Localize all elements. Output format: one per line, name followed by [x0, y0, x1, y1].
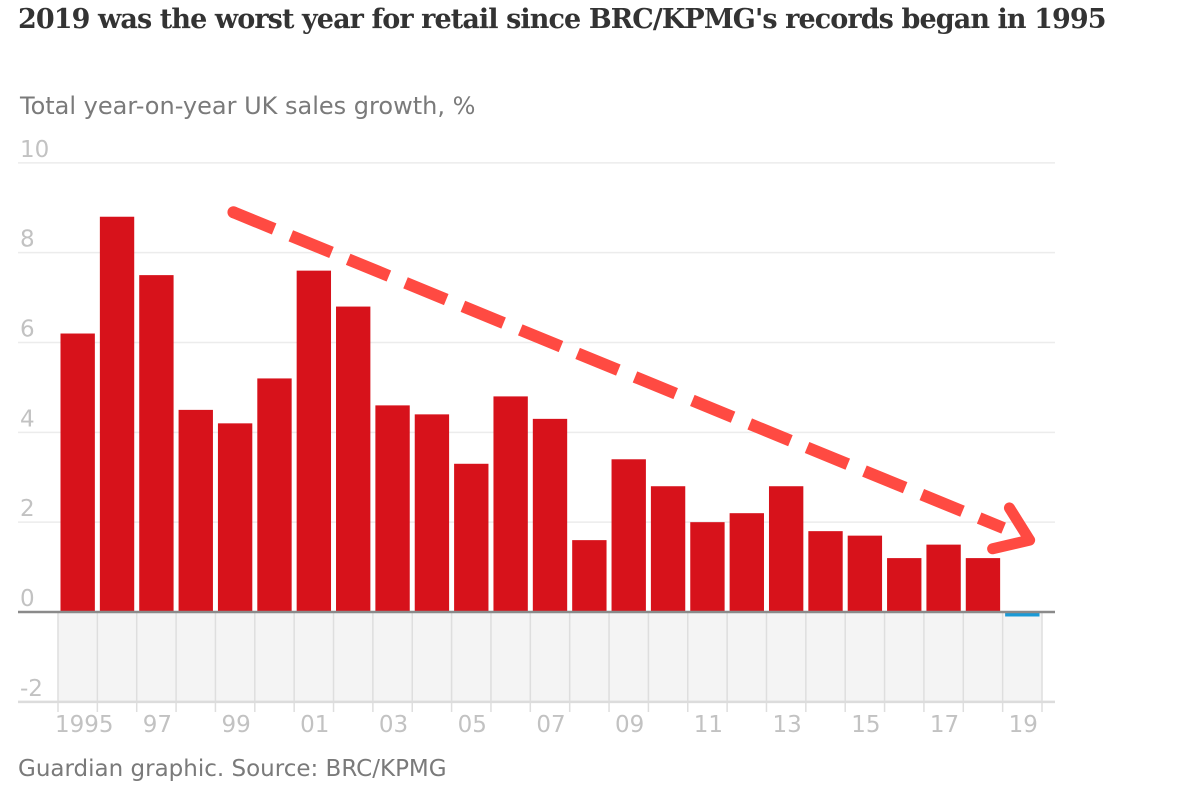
bar-1998: [178, 409, 213, 612]
trend-arrow-head: [987, 502, 1036, 555]
bar-2005: [454, 463, 489, 612]
bar-1996: [99, 216, 135, 612]
y-tick-label: 6: [20, 317, 35, 343]
bar-1997: [139, 275, 174, 612]
bar-2002: [336, 306, 371, 612]
bar-2008: [572, 540, 607, 612]
bar-2001: [296, 270, 332, 612]
bar-2003: [375, 405, 410, 612]
bar-2019: [1005, 612, 1040, 617]
chart-title: 2019 was the worst year for retail since…: [18, 4, 1107, 35]
column-separators: [57, 612, 1043, 712]
x-tick-label: 07: [536, 712, 565, 738]
bar-2013: [768, 486, 804, 612]
x-tick-label: 13: [772, 712, 801, 738]
x-tick-label: 11: [694, 712, 723, 738]
bar-2006: [493, 396, 528, 612]
bar-2007: [532, 418, 568, 612]
negative-zone-bg: [58, 612, 1042, 702]
bar-2004: [414, 414, 450, 612]
x-tick-label: 17: [930, 712, 959, 738]
y-tick-label: 10: [20, 137, 49, 163]
bar-1995: [60, 333, 95, 612]
chart-subtitle: Total year-on-year UK sales growth, %: [20, 92, 476, 120]
y-tick-label: 4: [20, 406, 35, 432]
x-tick-label: 05: [458, 712, 487, 738]
y-tick-label: -2: [20, 676, 43, 702]
bar-2011: [690, 522, 725, 612]
bar-2000: [257, 378, 292, 612]
y-tick-label: 0: [20, 586, 35, 612]
trend-arrow: [227, 206, 1036, 555]
bar-2018: [965, 558, 1001, 612]
bar-2010: [650, 486, 686, 612]
bar-2016: [887, 558, 922, 612]
trend-arrow-shaft: [231, 206, 1006, 534]
x-tick-label: 15: [851, 712, 880, 738]
bar-1999: [217, 423, 253, 612]
x-tick-label: 01: [300, 712, 329, 738]
bar-2014: [808, 531, 843, 612]
y-axis: 10 8 6 4 2 0 -2: [20, 137, 49, 702]
bar-2015: [847, 535, 883, 612]
source-note: Guardian graphic. Source: BRC/KPMG: [18, 756, 447, 782]
x-tick-label: 19: [1009, 712, 1038, 738]
bar-2017: [926, 544, 961, 612]
x-tick-label: 1995: [55, 712, 114, 738]
x-tick-label: 09: [615, 712, 644, 738]
x-tick-label: 03: [379, 712, 408, 738]
bar-2012: [729, 513, 764, 612]
bars: [60, 216, 1040, 617]
bar-2009: [611, 459, 646, 612]
x-tick-label: 97: [143, 712, 172, 738]
y-tick-label: 8: [20, 227, 35, 253]
x-tick-label: 99: [221, 712, 250, 738]
x-axis: 1995 97 99 01 03 05 07 09 11 13 15 17 19: [55, 712, 1038, 738]
y-tick-label: 2: [20, 496, 35, 522]
negative-zone: [58, 612, 1042, 702]
trend-arrow-start-cap: [227, 206, 240, 219]
